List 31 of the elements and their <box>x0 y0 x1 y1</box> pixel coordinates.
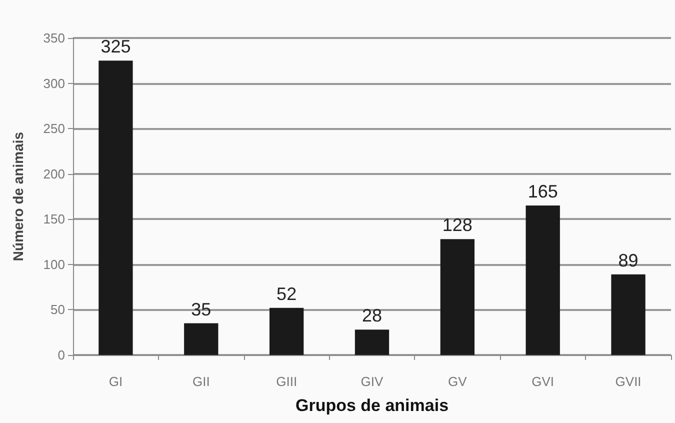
x-tick-label: GIV <box>360 374 384 389</box>
x-tick-label: GV <box>448 374 468 389</box>
x-tick-label: GVI <box>532 374 554 389</box>
bar <box>98 60 133 355</box>
y-tick-label: 0 <box>58 348 65 362</box>
x-tick-label: GI <box>108 374 123 389</box>
x-tick-label: GIII <box>276 374 298 389</box>
data-label: 325 <box>100 36 131 57</box>
data-label: 52 <box>276 284 297 304</box>
y-tick-label: 250 <box>43 121 65 136</box>
data-label: 89 <box>618 250 638 270</box>
bar <box>184 323 218 355</box>
bar <box>354 330 390 355</box>
x-tick-label: GII <box>192 374 210 389</box>
bar <box>526 206 560 355</box>
y-tick-label: 50 <box>50 302 65 318</box>
x-tick-label: GVII <box>615 374 642 389</box>
bar <box>269 308 304 355</box>
data-label: 165 <box>528 182 558 202</box>
data-label: 128 <box>442 215 472 236</box>
bar <box>440 239 475 355</box>
y-tick-label: 300 <box>43 76 65 91</box>
y-tick-label: 150 <box>43 212 65 227</box>
bar <box>611 274 646 355</box>
data-label: 28 <box>362 306 382 326</box>
y-tick-label: 100 <box>43 256 65 272</box>
y-axis-title: Número de animais <box>10 132 26 262</box>
data-label: 35 <box>191 299 212 320</box>
y-tick-label: 350 <box>43 30 65 46</box>
x-axis-title: Grupos de animais <box>295 396 449 415</box>
y-tick-label: 200 <box>43 166 65 182</box>
